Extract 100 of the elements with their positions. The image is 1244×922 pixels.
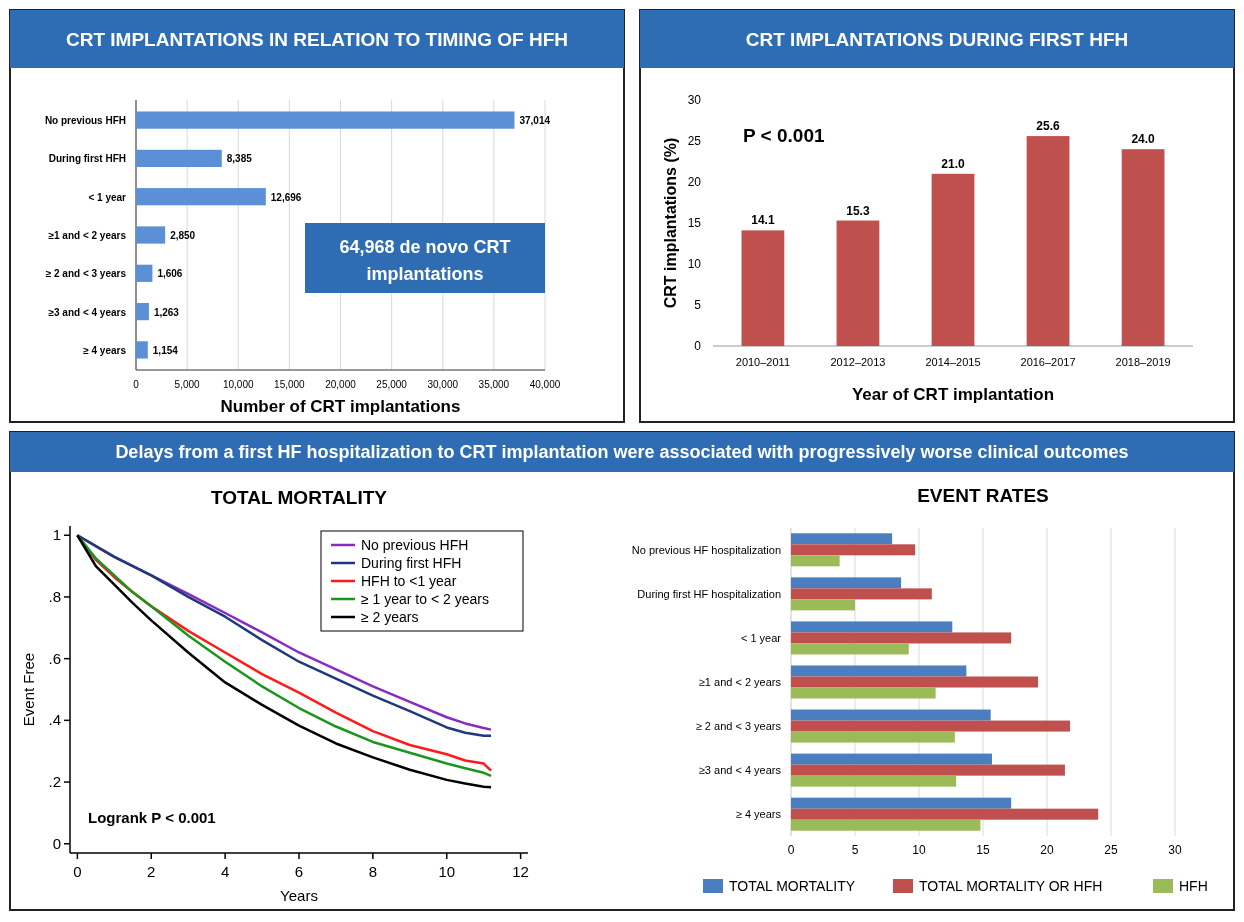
data-label: 37,014 — [519, 115, 551, 127]
legend-label: TOTAL MORTALITY OR HFH — [919, 878, 1103, 894]
bar — [136, 302, 149, 321]
y-tick-label: During first HF hospitalization — [637, 587, 781, 600]
y-tick-label: 10 — [687, 257, 702, 271]
x-tick-label: 5 — [851, 843, 859, 857]
x-tick-label: 2012–2013 — [830, 356, 886, 368]
x-tick-label: 2010–2011 — [735, 356, 791, 368]
chart-title: TOTAL MORTALITY — [211, 487, 388, 508]
bar — [791, 687, 936, 699]
bar — [791, 599, 855, 611]
y-tick-label: ≥ 2 and < 3 years — [45, 268, 127, 280]
bar — [791, 808, 1099, 820]
x-axis-title: Number of CRT implantations — [220, 397, 461, 416]
callout-box: 64,968 de novo CRT implantations — [305, 223, 545, 293]
annotation: Logrank P < 0.001 — [88, 809, 216, 826]
legend-label: ≥ 1 year to < 2 years — [361, 591, 489, 607]
legend-label: ≥ 2 years — [361, 609, 419, 625]
x-tick-label: 2018–2019 — [1115, 356, 1171, 368]
data-label: 2,850 — [170, 230, 196, 241]
data-label: 1,606 — [157, 268, 183, 280]
y-tick-label: ≥ 4 years — [735, 808, 782, 821]
bar — [791, 544, 916, 556]
bar — [791, 764, 1065, 776]
y-tick-label: During first HFH — [48, 153, 126, 165]
y-axis-title: Event Free — [20, 652, 37, 727]
bar — [791, 533, 893, 545]
annotation: P < 0.001 — [743, 125, 825, 146]
x-tick-label: 30,000 — [427, 379, 459, 390]
legend-label: TOTAL MORTALITY — [729, 878, 856, 894]
legend-label: HFH to <1 year — [361, 573, 457, 589]
bar — [791, 797, 1012, 809]
data-label: 14.1 — [751, 213, 775, 228]
x-tick-label: 10,000 — [222, 379, 254, 390]
x-tick-label: 4 — [220, 863, 230, 880]
x-tick-label: 20 — [1040, 843, 1054, 857]
y-tick-label: < 1 year — [740, 631, 782, 644]
x-tick-label: 2014–2015 — [925, 356, 981, 368]
y-tick-label: No previous HFH — [44, 115, 126, 127]
x-tick-label: 40,000 — [529, 379, 561, 390]
x-tick-label: 20,000 — [325, 379, 357, 390]
y-axis-title: CRT implantations (%) — [662, 137, 679, 309]
bar — [1026, 136, 1070, 346]
y-tick-label: < 1 year — [88, 191, 127, 203]
y-tick-label: ≥3 and < 4 years — [698, 764, 782, 777]
y-tick-label: No previous HF hospitalization — [631, 543, 781, 556]
bar — [1121, 149, 1165, 346]
bar — [136, 226, 166, 244]
legend-label: HFH — [1179, 878, 1208, 894]
bar — [791, 753, 992, 765]
y-tick-label: 25 — [687, 134, 702, 148]
chart-title: CRT IMPLANTATIONS IN RELATION TO TIMING OF HFH — [65, 29, 569, 50]
bar — [791, 632, 1012, 644]
x-tick-label: 30 — [1168, 843, 1182, 857]
bar — [136, 149, 222, 168]
data-label: 15.3 — [846, 203, 870, 218]
bar — [791, 731, 955, 743]
data-label: 1,263 — [153, 306, 180, 318]
y-tick-label: 15 — [687, 216, 702, 230]
bar — [791, 621, 953, 633]
y-tick-label: ≥ 2 and < 3 years — [695, 720, 782, 733]
y-tick-label: 30 — [687, 93, 702, 107]
y-tick-label: .6 — [48, 649, 61, 667]
x-tick-label: 8 — [368, 863, 378, 880]
bar — [136, 341, 148, 359]
y-tick-label: ≥ 4 years — [83, 344, 127, 356]
bar — [741, 230, 785, 346]
x-tick-label: 10 — [912, 843, 926, 857]
x-tick-label: 2016–2017 — [1020, 356, 1076, 368]
y-tick-label: 5 — [694, 298, 702, 312]
x-tick-label: 6 — [294, 863, 304, 880]
data-label: 25.6 — [1036, 119, 1061, 134]
bar — [836, 220, 880, 346]
bar — [791, 643, 909, 655]
bar — [791, 775, 957, 787]
y-tick-label: ≥1 and < 2 years — [698, 676, 782, 688]
chart-title: EVENT RATES — [917, 485, 1049, 506]
x-tick-label: 15 — [976, 843, 990, 857]
bar — [931, 173, 975, 346]
legend-label: During first HFH — [361, 555, 462, 571]
x-tick-label: 0 — [133, 379, 140, 390]
bar — [791, 709, 991, 721]
x-tick-label: 25 — [1104, 843, 1118, 857]
bar — [136, 188, 266, 206]
x-tick-label: 0 — [787, 843, 795, 857]
header-banner: Delays from a first HF hospitalization to CRT implantation were associated with progressively worse clinical outcomes — [10, 432, 1234, 472]
data-label: 24.0 — [1131, 132, 1156, 147]
data-label: 21.0 — [941, 156, 965, 171]
x-tick-label: 5,000 — [174, 379, 201, 390]
x-axis-title: Year of CRT implantation — [851, 385, 1055, 404]
bar — [136, 111, 515, 129]
x-axis-title: Years — [280, 887, 318, 904]
data-label: 1,154 — [152, 344, 179, 356]
annotation: 64,968 de novo CRT implantations — [339, 237, 511, 284]
x-tick-label: 35,000 — [478, 379, 510, 390]
bar — [136, 264, 153, 282]
bar — [791, 819, 981, 831]
bar — [791, 676, 1039, 688]
data-label: 12,696 — [270, 191, 302, 203]
x-tick-label: 15,000 — [274, 379, 306, 390]
